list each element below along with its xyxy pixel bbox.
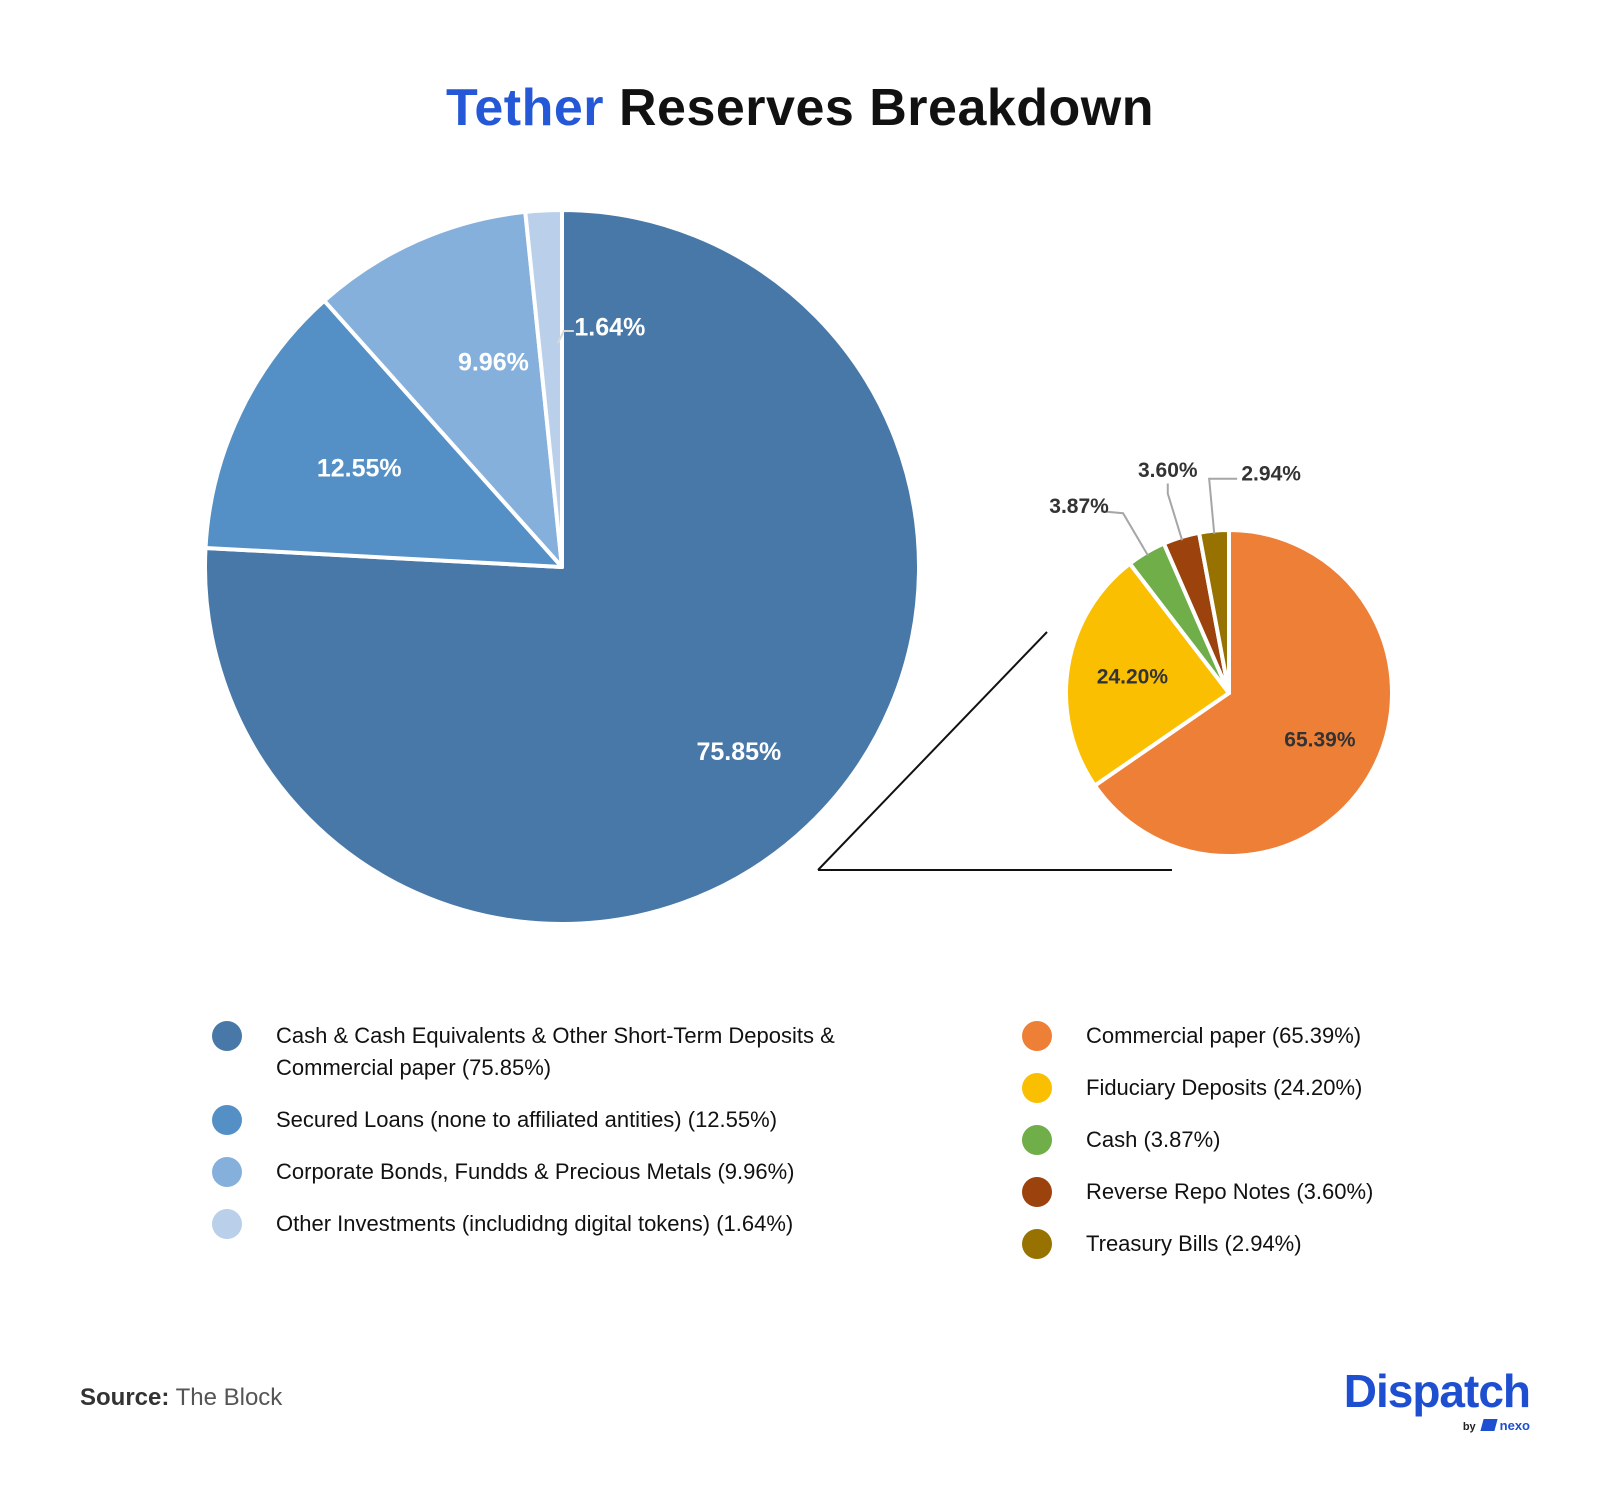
connector-line-upper: [817, 631, 1048, 871]
legend-main-label-1: Cash & Cash Equivalents & Other Short-Te…: [276, 1023, 835, 1080]
legend-main: Cash & Cash Equivalents & Other Short-Te…: [212, 1020, 852, 1260]
legend-main-swatch-3: [212, 1157, 242, 1187]
legend-breakdown-label-5: Treasury Bills (2.94%): [1086, 1231, 1302, 1256]
legend-main-item-3: Corporate Bonds, Fundds & Precious Metal…: [212, 1156, 852, 1188]
legend-breakdown-item-5: Treasury Bills (2.94%): [1022, 1228, 1542, 1260]
pie1-leader-4: [556, 330, 574, 344]
dispatch-logo: Dispatch by nexo: [1300, 1365, 1531, 1436]
source-label: Source:: [80, 1384, 170, 1411]
legend-main-swatch-4: [212, 1209, 242, 1239]
title-accent: Tether: [445, 79, 605, 137]
legend-breakdown-item-3: Cash (3.87%): [1022, 1124, 1542, 1156]
legend-main-label-3: Corporate Bonds, Fundds & Precious Metal…: [276, 1159, 795, 1184]
pie2-leader-3: [1100, 510, 1149, 556]
pie-charts: 75.85% 12.55% 9.96% 1.64% 65.39% 24.20% 3.87% 3…: [203, 208, 1394, 926]
pie2-label-1: 65.39%: [1284, 728, 1356, 751]
legend-main-label-2: Secured Loans (none to affiliated antiti…: [276, 1107, 778, 1132]
logo-byline: by nexo: [1463, 1418, 1530, 1433]
pie2-label-3: 3.87%: [1049, 495, 1109, 518]
legend-breakdown-item-2: Fiduciary Deposits (24.20%): [1022, 1072, 1542, 1104]
legend-breakdown-item-1: Commercial paper (65.39%): [1022, 1020, 1542, 1052]
pie1-label-2: 12.55%: [317, 454, 402, 482]
legend-breakdown-label-4: Reverse Repo Notes (3.60%): [1086, 1179, 1374, 1204]
legend-breakdown-label-1: Commercial paper (65.39%): [1086, 1023, 1362, 1048]
logo-brand: nexo: [1499, 1418, 1530, 1433]
source-value: The Block: [169, 1384, 283, 1411]
source-note: Source: The Block: [80, 1384, 282, 1412]
legend-main-item-1: Cash & Cash Equivalents & Other Short-Te…: [212, 1020, 852, 1084]
legend-breakdown-swatch-1: [1022, 1021, 1052, 1051]
title-rest: Reserves Breakdown: [604, 79, 1155, 137]
legend-breakdown-swatch-2: [1022, 1073, 1052, 1103]
legend-breakdown-swatch-4: [1022, 1177, 1052, 1207]
legend-main-swatch-2: [212, 1105, 242, 1135]
legend-breakdown-swatch-3: [1022, 1125, 1052, 1155]
legend-breakdown-item-4: Reverse Repo Notes (3.60%): [1022, 1176, 1542, 1208]
pie1-label-1: 75.85%: [696, 738, 781, 766]
legend-breakdown-label-3: Cash (3.87%): [1086, 1127, 1221, 1152]
pie1-slice-2: [203, 298, 564, 569]
pie1-slice-4: [523, 208, 564, 569]
pie2-label-2: 24.20%: [1097, 665, 1169, 688]
logo-by-text: by: [1462, 1421, 1476, 1433]
pie1-slice-3: [322, 209, 564, 569]
pie1-label-4: 1.64%: [574, 314, 645, 342]
chart-title: Tether Reserves Breakdown: [0, 78, 1600, 138]
pie1-label-3: 9.96%: [458, 349, 529, 377]
pie2-label-4: 3.60%: [1138, 459, 1198, 482]
pie2-leader-4: [1166, 483, 1184, 541]
nexo-mark-icon: [1480, 1419, 1498, 1431]
legend-main-item-4: Other Investments (includidng digital to…: [212, 1208, 852, 1240]
pie2-leader-5: [1208, 477, 1238, 535]
logo-wordmark: Dispatch: [1343, 1365, 1531, 1417]
pie2-label-5: 2.94%: [1241, 462, 1301, 485]
legend-main-swatch-1: [212, 1021, 242, 1051]
legend-main-label-4: Other Investments (includidng digital to…: [276, 1211, 794, 1236]
pie-2: 65.39% 24.20% 3.87% 3.60% 2.94%: [1049, 459, 1394, 858]
legend-breakdown: Commercial paper (65.39%) Fiduciary Depos…: [1022, 1020, 1542, 1280]
legend-breakdown-label-2: Fiduciary Deposits (24.20%): [1086, 1075, 1363, 1100]
legend-breakdown-swatch-5: [1022, 1229, 1052, 1259]
pie2-slice-1: [1092, 528, 1394, 858]
legend-main-item-2: Secured Loans (none to affiliated antiti…: [212, 1104, 852, 1136]
pie2-slice-2: [1064, 561, 1231, 788]
pie-1: 75.85% 12.55% 9.96% 1.64%: [203, 208, 921, 926]
